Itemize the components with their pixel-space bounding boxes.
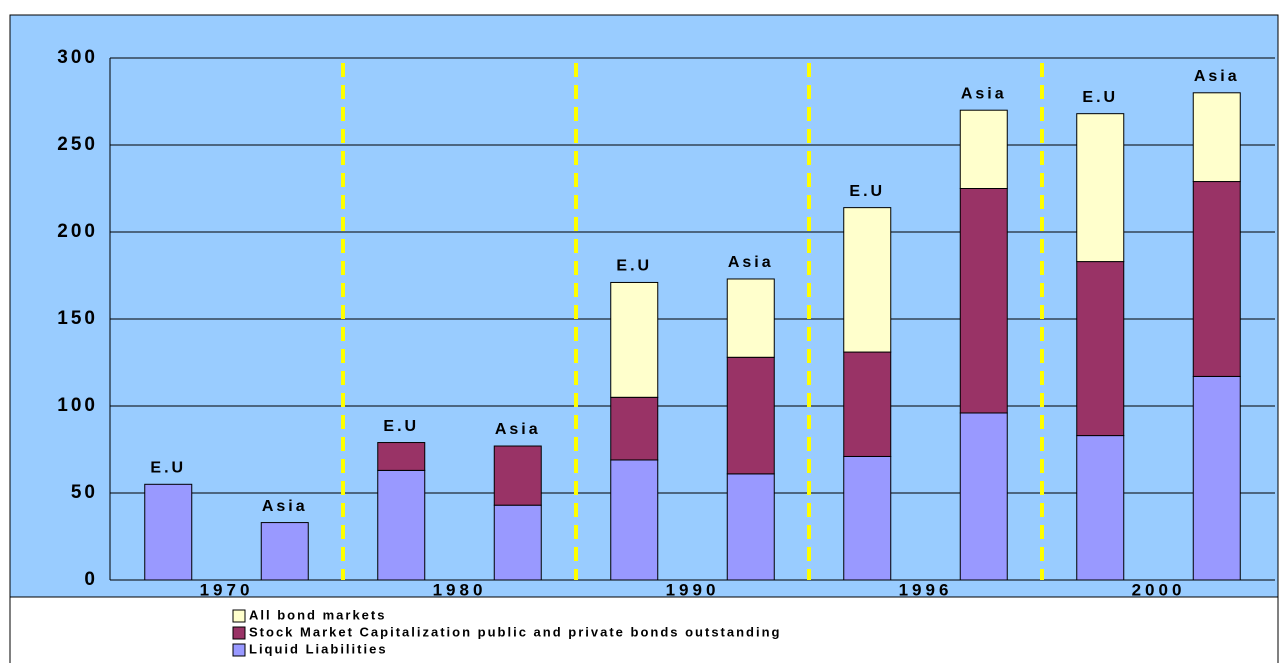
bar-segment — [377, 442, 426, 471]
bar-label: E.U — [383, 418, 419, 435]
y-tick-label: 50 — [71, 482, 98, 503]
bar-segment — [1192, 181, 1241, 377]
bar-label: Asia — [961, 85, 1007, 102]
group-label: 1990 — [666, 580, 720, 599]
group-label: 1996 — [899, 580, 953, 599]
y-tick-label: 0 — [84, 569, 98, 590]
legend-box — [9, 596, 1279, 663]
legend-label: All bond markets — [249, 607, 386, 622]
bar-label: E.U — [616, 258, 652, 275]
bar-segment — [377, 469, 426, 581]
bar-segment — [843, 455, 892, 581]
bar-label: E.U — [849, 183, 885, 200]
bar-segment — [493, 504, 542, 581]
bar-label: Asia — [495, 421, 541, 438]
bar-segment — [843, 207, 892, 353]
bar-segment — [260, 522, 309, 581]
group-label: 1980 — [433, 580, 487, 599]
bar-segment — [1192, 375, 1241, 581]
legend-label: Liquid Liabilities — [249, 641, 388, 656]
bar-segment — [959, 109, 1008, 189]
bar-segment — [959, 412, 1008, 581]
bar-segment — [726, 278, 775, 358]
bar-segment — [610, 396, 659, 461]
bar-segment — [959, 188, 1008, 414]
bar-segment — [726, 356, 775, 475]
bar-segment — [843, 351, 892, 457]
bar-segment — [610, 281, 659, 398]
group-label: 1970 — [200, 580, 254, 599]
bar-segment — [1076, 261, 1125, 437]
legend-swatch — [232, 626, 246, 640]
bar-segment — [726, 473, 775, 581]
bar-segment — [144, 483, 193, 581]
y-tick-label: 150 — [57, 308, 98, 329]
bar-segment — [1192, 92, 1241, 183]
bar-label: Asia — [728, 254, 774, 271]
bar-segment — [1076, 435, 1125, 581]
bar-label: Asia — [1194, 68, 1240, 85]
y-tick-label: 250 — [57, 134, 98, 155]
bar-segment — [610, 459, 659, 581]
y-tick-label: 200 — [57, 221, 98, 242]
y-tick-label: 100 — [57, 395, 98, 416]
bar-label: Asia — [262, 498, 308, 515]
legend-swatch — [232, 609, 246, 623]
legend-swatch — [232, 643, 246, 657]
bar-segment — [493, 445, 542, 506]
bar-label: E.U — [1082, 89, 1118, 106]
bar-segment — [1076, 113, 1125, 263]
legend-label: Stock Market Capitalization public and p… — [249, 624, 782, 639]
y-tick-label: 300 — [57, 47, 98, 68]
group-label: 2000 — [1132, 580, 1186, 599]
bar-label: E.U — [150, 460, 186, 477]
